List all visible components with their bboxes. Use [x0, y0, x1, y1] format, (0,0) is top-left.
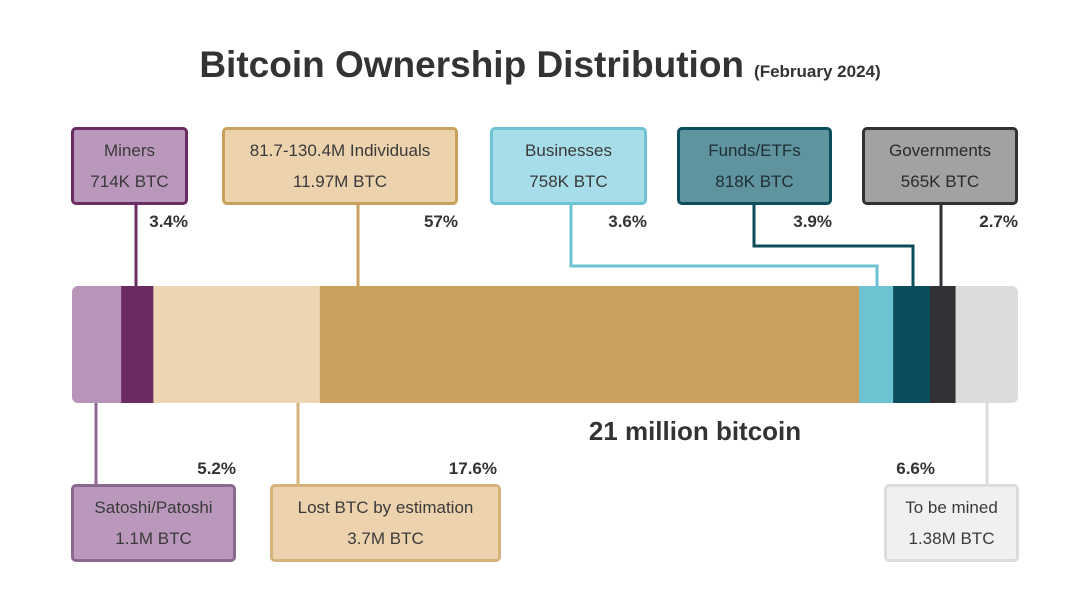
lost-amount: 3.7M BTC	[347, 529, 424, 548]
lost-label-box: Lost BTC by estimation 3.7M BTC	[270, 484, 501, 562]
governments-percent: 2.7%	[979, 212, 1018, 231]
satoshi-name: Satoshi/Patoshi	[94, 498, 213, 517]
bar-segment-satoshi	[72, 286, 122, 403]
satoshi-amount: 1.1M BTC	[115, 529, 192, 548]
businesses-label-box: Businesses 758K BTC	[490, 127, 647, 205]
governments-name: Governments	[888, 141, 992, 160]
chart-title-row: Bitcoin Ownership Distribution (February …	[0, 44, 1080, 86]
businesses-amount: 758K BTC	[529, 172, 608, 191]
individuals-label-box: 81.7-130.4M Individuals 11.97M BTC	[222, 127, 458, 205]
chart-subtitle: (February 2024)	[754, 62, 881, 81]
stacked-bar	[72, 286, 1018, 403]
individuals-name: 81.7-130.4M Individuals	[249, 141, 431, 160]
satoshi-label-box: Satoshi/Patoshi 1.1M BTC	[71, 484, 236, 562]
miners-percent: 3.4%	[149, 212, 188, 231]
to-be-mined-percent: 6.6%	[896, 459, 935, 478]
businesses-name: Businesses	[525, 141, 612, 160]
total-supply-label: 21 million bitcoin	[588, 416, 802, 446]
leader-line-businesses	[569, 205, 879, 286]
funds-name: Funds/ETFs	[708, 141, 801, 160]
bar-segment-businesses	[859, 286, 894, 403]
satoshi-percent: 5.2%	[197, 459, 236, 478]
bar-segment-lost	[153, 286, 321, 403]
funds-label-box: Funds/ETFs 818K BTC	[677, 127, 832, 205]
to-be-mined-name: To be mined	[905, 498, 998, 517]
individuals-amount: 11.97M BTC	[292, 172, 388, 191]
miners-label-box: Miners 714K BTC	[71, 127, 188, 205]
leader-line-funds	[752, 205, 915, 286]
bar-segment-miners	[121, 286, 154, 403]
businesses-percent: 3.6%	[608, 212, 647, 231]
miners-name: Miners	[103, 141, 155, 160]
lost-percent: 17.6%	[448, 459, 497, 478]
funds-amount: 818K BTC	[715, 172, 794, 191]
governments-label-box: Governments 565K BTC	[862, 127, 1018, 205]
miners-amount: 714K BTC	[90, 172, 169, 191]
individuals-percent: 57%	[423, 212, 458, 231]
funds-percent: 3.9%	[793, 212, 832, 231]
lost-name: Lost BTC by estimation	[297, 498, 474, 517]
chart-title: Bitcoin Ownership Distribution	[199, 44, 745, 85]
to-be-mined-label-box: To be mined 1.38M BTC	[884, 484, 1019, 562]
bar-segment-individuals	[319, 286, 860, 403]
bar-segment-governments	[930, 286, 957, 403]
governments-amount: 565K BTC	[900, 172, 980, 191]
bar-segment-to-be-mined	[955, 286, 1018, 403]
bar-segment-funds	[893, 286, 931, 403]
to-be-mined-amount: 1.38M BTC	[908, 529, 995, 548]
